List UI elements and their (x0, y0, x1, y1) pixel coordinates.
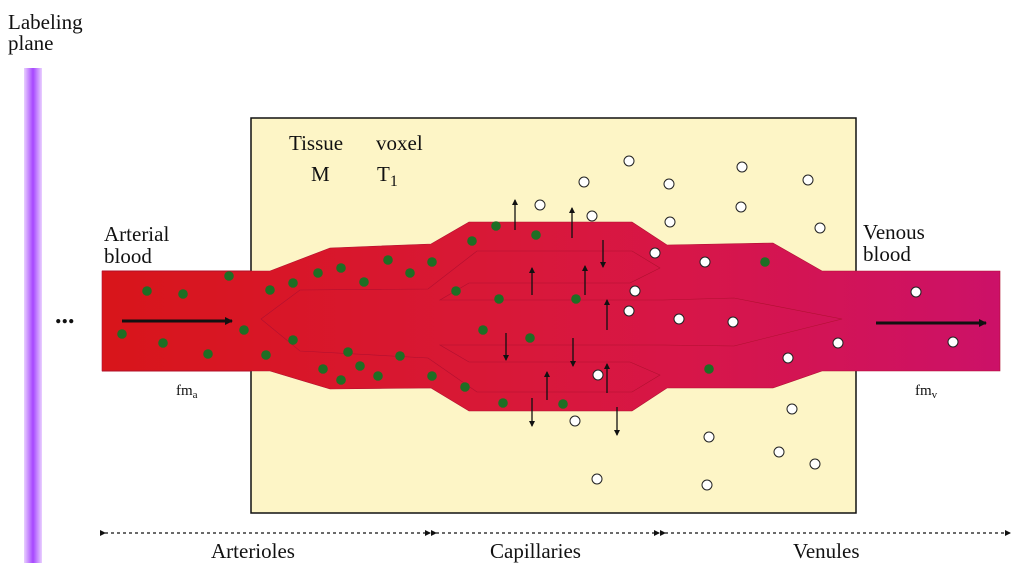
vessel-network (101, 221, 1001, 412)
magnetization-label: M (311, 162, 330, 186)
voxel-label: voxel (376, 131, 423, 155)
labeling-plane-label: Labeling plane (8, 10, 83, 55)
arterial-blood-label: Arterial blood (104, 222, 170, 268)
fm-v-label: fmv (915, 383, 938, 401)
tissue-label: Tissue (289, 131, 344, 155)
unlabeled-spins (534, 155, 959, 491)
ellipsis-label: ... (55, 300, 75, 329)
labeled-spins (117, 221, 770, 409)
region-label-venules: Venules (793, 539, 860, 563)
region-label-arterioles: Arterioles (211, 539, 295, 563)
t1-label: T1 (377, 162, 398, 191)
venous-blood-label: Venous blood (863, 220, 925, 266)
fm-a-label: fma (176, 383, 198, 401)
exchange-arrows (503, 199, 620, 436)
region-label-capillaries: Capillaries (490, 539, 581, 563)
labeling-plane (24, 68, 42, 563)
